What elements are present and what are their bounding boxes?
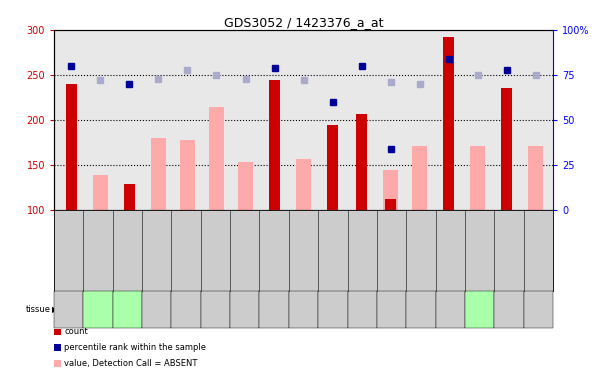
Text: GSM35557: GSM35557 — [447, 231, 453, 269]
Bar — [93, 175, 108, 210]
Text: skeleta
l
muscle: skeleta l muscle — [382, 301, 401, 318]
Text: GSM35560: GSM35560 — [535, 231, 542, 269]
Text: GSM35552: GSM35552 — [300, 231, 307, 269]
Text: lymph
node: lymph node — [295, 304, 312, 315]
Bar — [528, 146, 543, 210]
Text: liver: liver — [239, 307, 251, 312]
Text: thym
us: thym us — [531, 304, 545, 315]
Text: stoma
ch: stoma ch — [442, 304, 459, 315]
Text: tissue: tissue — [26, 305, 51, 314]
Bar — [382, 170, 398, 210]
Text: lung: lung — [269, 307, 280, 312]
Text: brain: brain — [62, 307, 76, 312]
Text: kidney: kidney — [207, 307, 224, 312]
Text: GSM35550: GSM35550 — [242, 231, 248, 269]
Text: subma
xillary
gland: subma xillary gland — [471, 301, 489, 318]
Bar — [209, 106, 225, 210]
Text: ovar
y: ovar y — [327, 304, 339, 315]
Text: GSM35544: GSM35544 — [66, 231, 72, 269]
Bar — [444, 37, 454, 210]
Bar — [124, 184, 135, 210]
Text: GSM35546: GSM35546 — [124, 231, 130, 269]
Text: percentile rank within the sample: percentile rank within the sample — [64, 343, 206, 352]
Text: naive
CD4
cell: naive CD4 cell — [91, 301, 105, 318]
Text: testis: testis — [502, 307, 516, 312]
Text: GSM35545: GSM35545 — [95, 231, 101, 269]
Bar — [67, 84, 76, 210]
Text: day 7
embryc: day 7 embryc — [117, 304, 138, 315]
Text: GSM35556: GSM35556 — [418, 231, 424, 269]
Bar — [356, 114, 367, 210]
Bar — [412, 146, 427, 210]
Text: GSM35558: GSM35558 — [477, 231, 483, 269]
Text: GSM35553: GSM35553 — [330, 231, 336, 269]
Text: count: count — [64, 327, 88, 336]
Text: GSM35551: GSM35551 — [271, 231, 277, 269]
Text: GSM35547: GSM35547 — [154, 231, 160, 269]
Bar — [269, 80, 279, 210]
Text: sple
en: sple en — [415, 304, 426, 315]
Text: value, Detection Call = ABSENT: value, Detection Call = ABSENT — [64, 359, 198, 368]
Bar — [296, 159, 311, 210]
Bar — [180, 140, 195, 210]
Text: placen
ta: placen ta — [353, 304, 371, 315]
Text: GSM35548: GSM35548 — [183, 231, 189, 269]
Bar — [469, 146, 486, 210]
Title: GDS3052 / 1423376_a_at: GDS3052 / 1423376_a_at — [224, 16, 383, 29]
Text: ▶: ▶ — [52, 305, 59, 314]
Bar — [237, 162, 254, 210]
Text: GSM35554: GSM35554 — [359, 231, 365, 269]
Bar — [150, 138, 166, 210]
Text: eye: eye — [152, 307, 162, 312]
Bar — [501, 88, 511, 210]
Text: GSM35559: GSM35559 — [506, 231, 512, 269]
Bar — [385, 199, 395, 210]
Bar — [328, 125, 338, 210]
Text: GSM35555: GSM35555 — [388, 231, 394, 269]
Text: heart: heart — [179, 307, 194, 312]
Text: GSM35549: GSM35549 — [213, 231, 219, 269]
